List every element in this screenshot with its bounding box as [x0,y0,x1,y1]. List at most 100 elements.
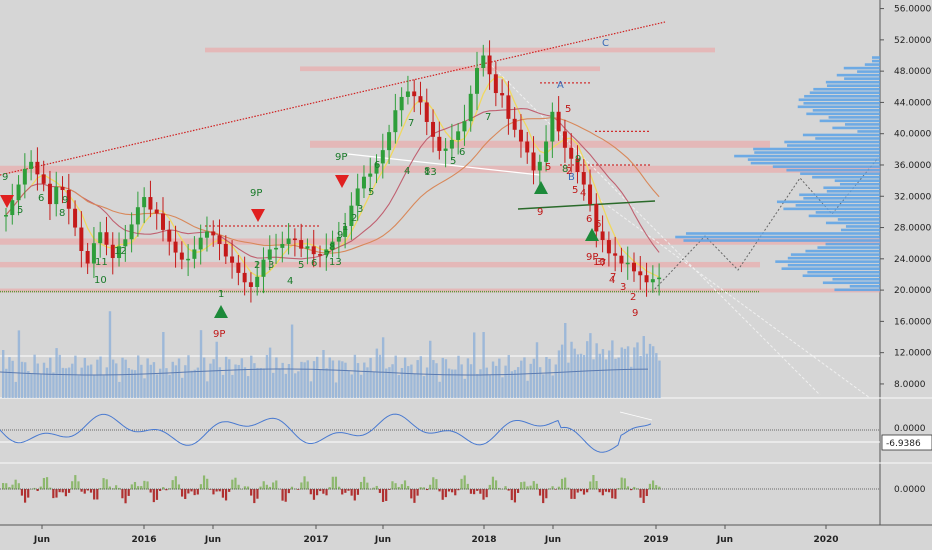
volume-bar [253,363,256,398]
candle-body [60,186,65,191]
candle-body [632,262,636,272]
histogram-bar [202,475,206,490]
volume-bar [58,354,61,398]
histogram-bar [331,476,334,490]
volume-bar [400,367,404,398]
histogram-bar [479,489,482,494]
candle-body [91,243,96,264]
histogram-bar [378,489,381,493]
histogram-bar [529,485,532,490]
candle-body [575,158,580,173]
volume-bar [287,364,291,398]
time-tick-label: Jun [544,535,561,545]
volume-bar [608,350,611,398]
volume-bar [209,363,212,398]
volume-bar [564,323,567,398]
count-label: 5 [450,156,456,167]
volume-bar [614,358,617,398]
volume-profile-bar [805,249,880,253]
histogram-bar [403,480,407,490]
volume-bar [441,357,444,398]
histogram-bar [265,484,268,490]
volume-bar [645,353,649,398]
volume-bar [177,358,181,398]
buy-arrow [585,228,599,241]
volume-bar [83,357,87,398]
volume-bar [538,367,542,398]
volume-bar [300,361,303,398]
volume-bar [435,363,438,398]
candle-body [387,132,392,151]
volume-bar [353,354,357,398]
volume-bar [130,369,134,398]
volume-bar [159,368,162,398]
count-label-red: 4 [580,188,586,199]
volume-profile-bar [822,281,880,285]
histogram-bar [234,477,237,490]
volume-bar [297,371,300,398]
volume-bar [168,374,171,398]
current-value-box [881,434,932,451]
histogram-bar [105,479,108,490]
volume-profile-bar [803,197,880,200]
volume-profile-bar [772,165,880,168]
histogram-bar [193,489,196,496]
histogram-bar [476,489,479,491]
volume-bar [221,374,225,398]
histogram-bar [281,489,284,501]
histogram-bar [177,484,181,490]
histogram-bar [80,489,83,492]
histogram-bar [363,476,366,490]
count-label-red: 4 [609,275,615,286]
volume-bar [363,362,366,398]
count-label-red: 5 [572,185,578,196]
volume-bar [11,360,14,398]
volume-bar [180,377,184,398]
candle-body [437,136,442,151]
candle-body [625,262,630,265]
histogram-bar [595,481,598,490]
count-label-red: 3 [596,257,602,268]
volume-bar [171,361,174,398]
volume-profile-bar [864,63,880,66]
volume-bar [231,374,234,398]
candle-body [456,131,461,140]
volume-bar [64,368,68,398]
volume-profile-bar [804,94,880,98]
count-label-red: 7 [610,272,616,283]
volume-bar [548,358,551,398]
time-tick-label: 2016 [131,535,156,545]
histogram-bar [551,486,554,490]
volume-bar [560,344,564,398]
volume-bar [642,336,645,398]
histogram-bar [199,484,203,490]
volume-profile-bar [823,186,880,190]
volume-bar [319,369,322,398]
candle-body [167,229,172,242]
volume-bar [316,356,319,398]
volume-bar [55,348,58,398]
volume-bar [573,348,576,398]
volume-bar [576,354,580,398]
volume-bar [23,362,27,398]
volume-bar [655,353,658,398]
histogram-bar [231,479,234,490]
histogram-bar [576,489,579,493]
candle-body [223,243,228,257]
volume-profile-bar [798,98,880,102]
volume-bar [651,346,655,398]
volume-profile-bar [800,172,880,175]
candle-body [311,246,316,255]
volume-bar [133,370,137,398]
histogram-bar [567,487,570,490]
volume-bar [422,376,426,398]
histogram-bar [564,477,567,490]
volume-profile-bar [754,151,880,154]
volume-bar [592,359,595,398]
candle-body [236,262,241,273]
candle-body [355,188,360,206]
volume-bar [30,373,33,398]
candle-body [650,279,655,283]
